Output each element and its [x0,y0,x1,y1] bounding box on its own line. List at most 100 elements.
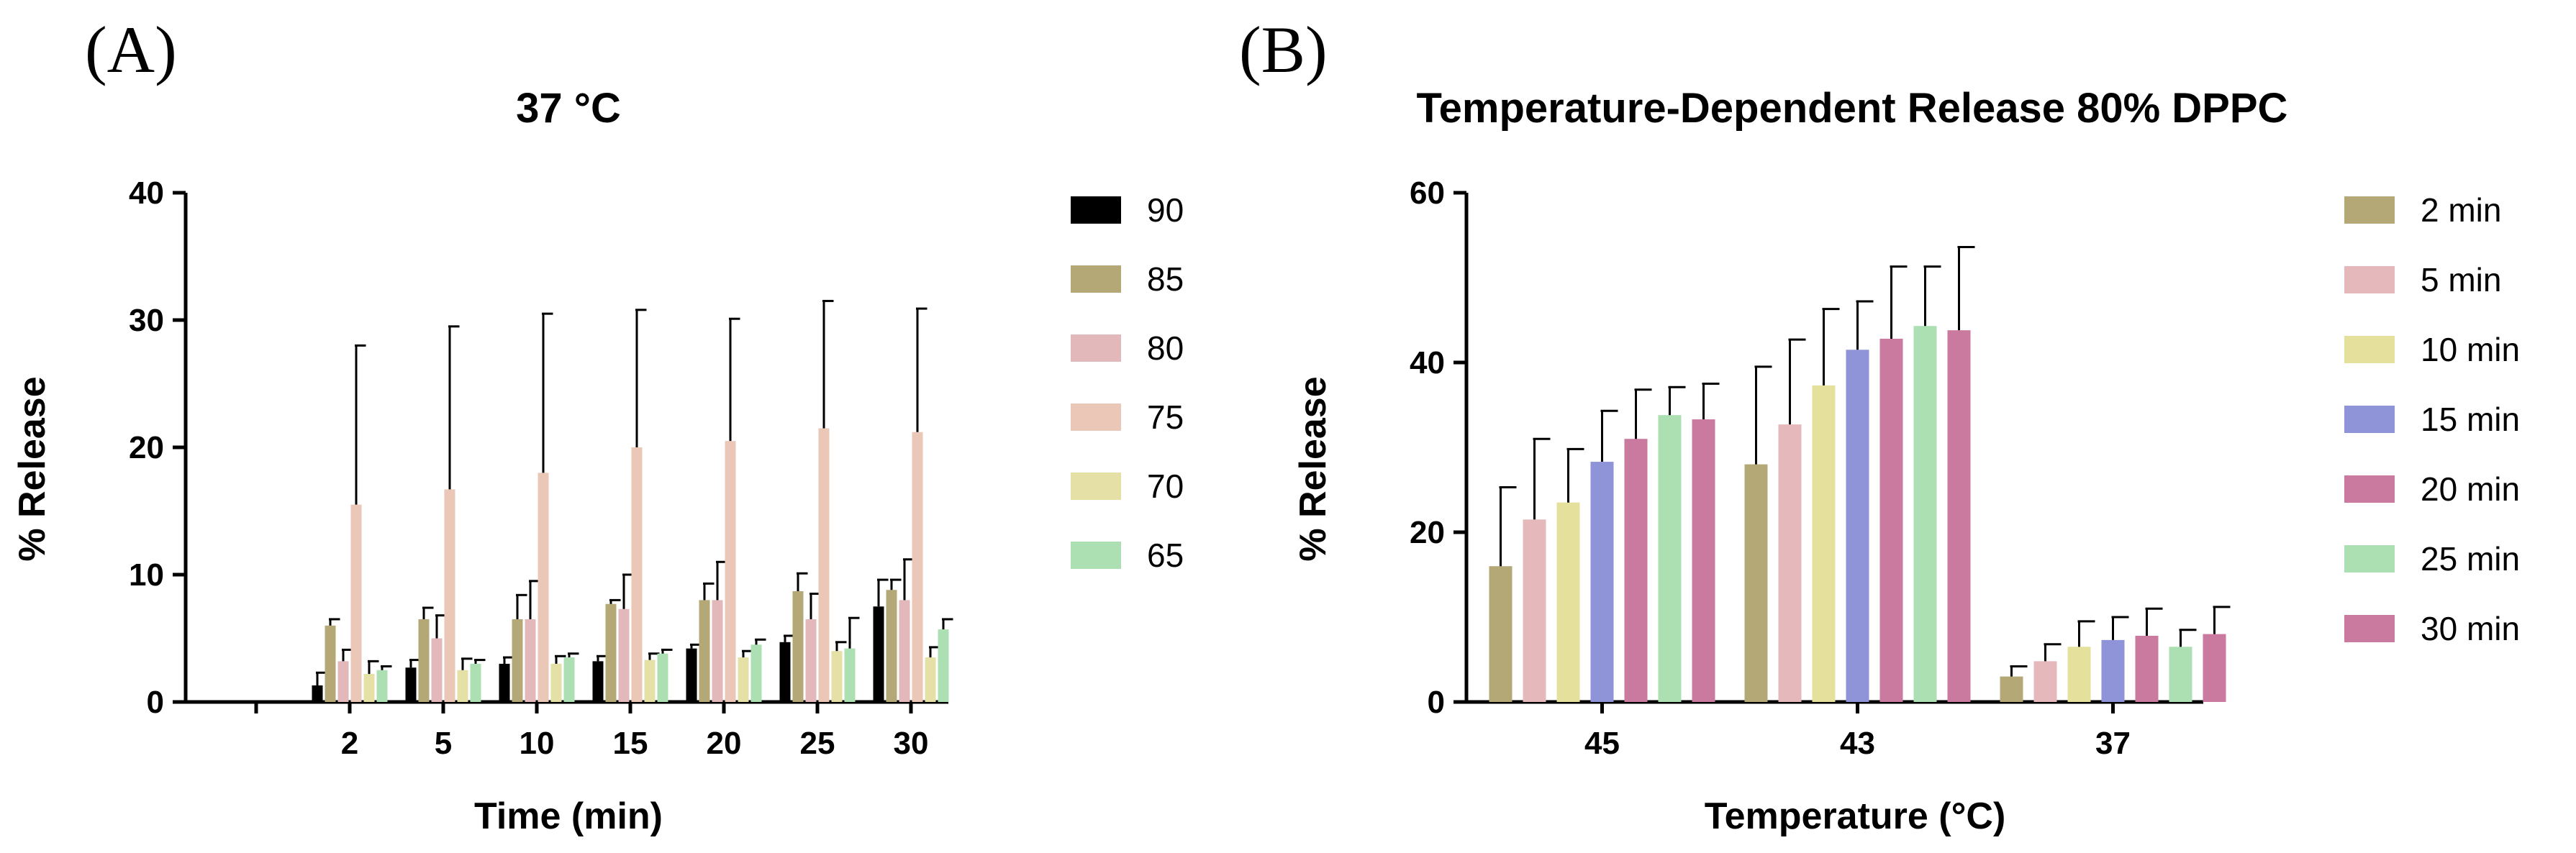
chart-a-bar [912,432,923,702]
chart-a-legend-label: 90 [1147,191,1184,229]
chart-b-bar [1523,519,1546,702]
chart-b-bar [1692,419,1715,702]
chart-a-bar [418,619,430,702]
chart-b-legend-label: 25 min [2421,540,2520,578]
chart-a-bar [457,670,468,702]
chart-a-bar [886,590,897,702]
chart-a-legend-swatch [1071,542,1121,569]
chart-a-bar [350,504,362,702]
chart-b-bar [1812,385,1836,702]
chart-b-legend-swatch [2344,266,2395,293]
chart-a-legend-label: 65 [1147,537,1184,574]
chart-b-bar [2169,647,2192,702]
chart-a-legend-label: 70 [1147,467,1184,505]
chart-a-y-tick-label: 30 [129,303,164,338]
chart-b-y-tick-label: 60 [1410,175,1445,211]
chart-a-legend-label: 80 [1147,329,1184,367]
chart-b-bar [2101,639,2125,702]
chart-b-bar [1947,330,1971,702]
chart-b-legend-swatch [2344,615,2395,642]
chart-b-bar [1658,415,1682,702]
chart-a-x-tick-label: 15 [613,726,648,761]
chart-a: 37 °C Time (min) % Release 0 10 20 30 40 2 5 10… [12,85,1184,837]
chart-b-legend-swatch [2344,196,2395,224]
chart-a-bar [686,648,697,702]
chart-a-x-tick-label: 10 [520,726,555,761]
chart-a-y-tick-label: 20 [129,430,164,465]
chart-a-bar [725,441,736,702]
chart-a-x-tick-label: 25 [800,726,835,761]
chart-b-legend-label: 5 min [2421,261,2501,298]
chart-a-bar [938,629,949,702]
chart-a-bar [792,591,804,702]
chart-a-bar [925,657,936,702]
panel-a-label: (A) [85,13,177,86]
chart-b-y-tick-label: 40 [1410,345,1445,380]
chart-a-bar [631,447,643,702]
chart-a-bar [644,660,656,702]
chart-a-x-tick-label: 20 [707,726,742,761]
chart-a-y-tick-label: 0 [147,685,164,720]
chart-a-bar [657,653,668,702]
chart-b-bar [1778,424,1802,702]
chart-a-bar [818,428,830,702]
chart-a-y-tick-label: 10 [129,557,164,593]
chart-a-legend-swatch [1071,334,1121,362]
chart-b-bar [2135,635,2159,702]
chart-a-bar [805,619,817,702]
chart-a-bar [376,670,388,702]
panel-b-label: (B) [1239,13,1328,86]
chart-a-x-tick-label: 30 [894,726,929,761]
chart-b-y-tick-label: 20 [1410,515,1445,550]
chart-a-bar [470,663,481,702]
chart-a-x-axis-label: Time (min) [474,795,663,837]
chart-a-y-axis-label: % Release [12,376,53,561]
chart-a-bar [618,608,630,702]
chart-a-bar [499,663,510,702]
chart-b-legend-label: 30 min [2421,610,2520,647]
chart-a-bar [525,619,536,702]
chart-b-legend-swatch [2344,406,2395,433]
chart-b-legend-label: 20 min [2421,470,2520,508]
chart-b-y-axis-label: % Release [1292,376,1334,561]
chart-b-bar [1624,439,1648,702]
chart-a-legend-swatch [1071,403,1121,431]
chart-b: Temperature-Dependent Release 80% DPPC T… [1292,85,2520,837]
chart-b-x-tick-label: 43 [1840,726,1875,761]
chart-a-y-tick-label: 40 [129,175,164,211]
chart-a-bar [444,489,455,702]
chart-a-bar [325,625,336,702]
chart-a-bar [831,651,843,702]
chart-b-legend-label: 2 min [2421,191,2501,229]
chart-b-y-tick-label: 0 [1428,685,1445,720]
chart-b-bar [1913,326,1937,702]
chart-a-bar [337,661,349,702]
chart-b-bar [2033,661,2057,702]
chart-a-legend-swatch [1071,265,1121,293]
chart-a-legend-label: 75 [1147,398,1184,436]
chart-b-bar [1846,350,1869,702]
chart-a-bar [738,657,749,702]
chart-b-legend-swatch [2344,475,2395,503]
chart-b-x-tick-label: 37 [2095,726,2131,761]
chart-b-bar [1879,338,1903,702]
chart-a-bar [844,648,856,702]
chart-a-bar [563,657,575,702]
chart-a-legend-swatch [1071,196,1121,224]
chart-a-x-tick-label: 2 [341,726,358,761]
chart-a-bar [550,663,562,702]
chart-a-bar [312,685,323,702]
chart-b-legend-label: 15 min [2421,401,2520,438]
chart-b-legend-swatch [2344,545,2395,573]
chart-a-bar [592,661,604,702]
chart-b-bar [1556,502,1580,702]
chart-a-legend-swatch [1071,473,1121,500]
chart-b-title: Temperature-Dependent Release 80% DPPC [1417,85,2288,132]
chart-b-legend-label: 10 min [2421,331,2520,368]
chart-b-bar [1590,462,1614,702]
chart-a-title: 37 °C [516,85,621,132]
chart-a-bar [779,642,791,702]
chart-a-bar [512,619,523,702]
chart-b-x-tick-label: 45 [1584,726,1620,761]
